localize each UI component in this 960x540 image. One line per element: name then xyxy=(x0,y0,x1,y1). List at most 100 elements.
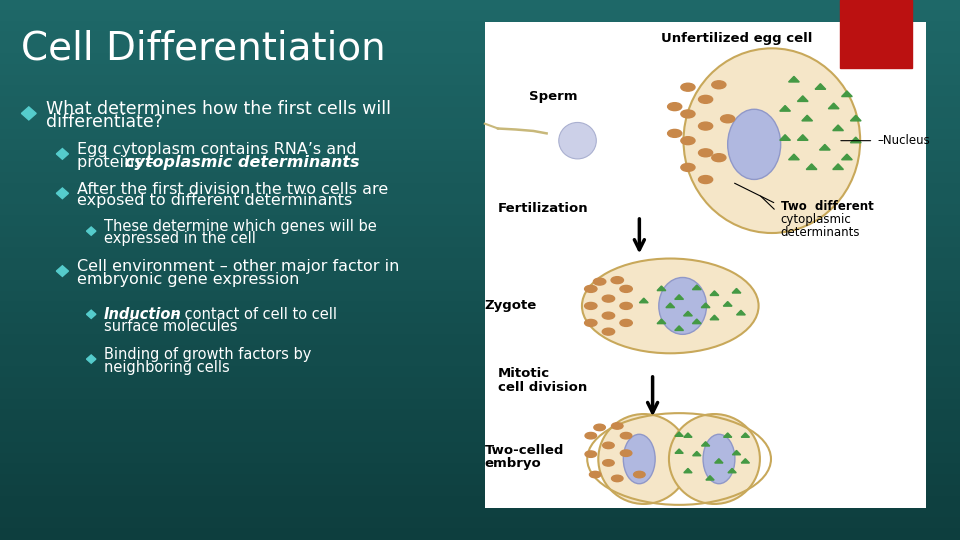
Polygon shape xyxy=(798,134,808,140)
Bar xyxy=(0,205,960,216)
Circle shape xyxy=(593,278,606,285)
Polygon shape xyxy=(798,96,808,102)
Bar xyxy=(0,486,960,497)
Polygon shape xyxy=(675,326,684,330)
Bar xyxy=(0,497,960,508)
Text: Egg cytoplasm contains RNA’s and: Egg cytoplasm contains RNA’s and xyxy=(77,142,356,157)
Polygon shape xyxy=(710,291,719,295)
Polygon shape xyxy=(780,134,790,140)
Polygon shape xyxy=(639,298,648,303)
Text: Unfertilized egg cell: Unfertilized egg cell xyxy=(660,32,812,45)
Text: embryonic gene expression: embryonic gene expression xyxy=(77,272,300,287)
Polygon shape xyxy=(675,432,684,436)
Bar xyxy=(0,162,960,173)
Polygon shape xyxy=(657,286,666,291)
Polygon shape xyxy=(788,76,800,82)
Bar xyxy=(0,54,960,65)
Polygon shape xyxy=(706,476,714,480)
Text: What determines how the first cells will: What determines how the first cells will xyxy=(46,100,391,118)
Bar xyxy=(0,529,960,540)
Text: –Nucleus: –Nucleus xyxy=(877,134,930,147)
Polygon shape xyxy=(701,303,710,308)
Circle shape xyxy=(602,312,614,319)
Bar xyxy=(0,410,960,421)
Circle shape xyxy=(585,433,596,439)
Circle shape xyxy=(585,451,596,457)
Polygon shape xyxy=(723,301,732,306)
Circle shape xyxy=(620,433,632,439)
Polygon shape xyxy=(21,107,36,120)
Bar xyxy=(0,194,960,205)
Polygon shape xyxy=(57,148,68,159)
Circle shape xyxy=(612,423,623,429)
Polygon shape xyxy=(832,164,844,170)
Bar xyxy=(0,130,960,140)
Bar xyxy=(0,367,960,378)
Bar xyxy=(0,65,960,76)
Bar xyxy=(0,400,960,410)
Bar xyxy=(0,259,960,270)
Bar xyxy=(0,76,960,86)
Circle shape xyxy=(603,442,614,449)
Bar xyxy=(0,43,960,54)
Text: Induction: Induction xyxy=(104,307,181,322)
Bar xyxy=(840,0,912,68)
Polygon shape xyxy=(702,442,709,446)
Bar xyxy=(0,0,960,11)
Bar xyxy=(0,443,960,454)
Polygon shape xyxy=(675,295,684,299)
Circle shape xyxy=(699,176,712,184)
Polygon shape xyxy=(802,115,812,121)
Circle shape xyxy=(620,450,632,456)
Polygon shape xyxy=(851,137,861,143)
Bar xyxy=(0,356,960,367)
Polygon shape xyxy=(684,433,692,437)
Circle shape xyxy=(585,286,597,292)
Text: Zygote: Zygote xyxy=(485,299,537,313)
Bar xyxy=(0,140,960,151)
Circle shape xyxy=(711,81,726,89)
Circle shape xyxy=(620,302,633,309)
Circle shape xyxy=(603,460,614,466)
Polygon shape xyxy=(741,458,750,463)
Text: cytoplasmic determinants: cytoplasmic determinants xyxy=(125,154,359,170)
Polygon shape xyxy=(692,285,701,289)
Circle shape xyxy=(721,115,734,123)
Bar xyxy=(0,248,960,259)
Bar xyxy=(0,238,960,248)
Polygon shape xyxy=(666,303,675,308)
Polygon shape xyxy=(86,310,96,319)
Polygon shape xyxy=(724,433,732,437)
Polygon shape xyxy=(692,451,701,456)
Text: neighboring cells: neighboring cells xyxy=(104,360,229,375)
Polygon shape xyxy=(815,84,826,89)
Circle shape xyxy=(699,96,712,103)
Polygon shape xyxy=(741,433,750,437)
Bar xyxy=(0,108,960,119)
Bar xyxy=(0,508,960,518)
Circle shape xyxy=(667,103,682,111)
Bar xyxy=(0,324,960,335)
Circle shape xyxy=(681,83,695,91)
Bar xyxy=(0,22,960,32)
Polygon shape xyxy=(657,319,666,323)
Circle shape xyxy=(589,471,601,478)
Circle shape xyxy=(612,276,623,284)
Circle shape xyxy=(594,424,606,430)
Polygon shape xyxy=(832,125,844,131)
Text: Cell Differentiation: Cell Differentiation xyxy=(21,30,386,68)
Polygon shape xyxy=(732,450,741,455)
Text: Mitotic: Mitotic xyxy=(498,367,550,381)
Polygon shape xyxy=(828,103,839,109)
Circle shape xyxy=(620,286,633,292)
Bar xyxy=(0,378,960,389)
Circle shape xyxy=(612,475,623,482)
Bar xyxy=(0,292,960,302)
Bar xyxy=(0,184,960,194)
Ellipse shape xyxy=(559,123,596,159)
Text: cell division: cell division xyxy=(498,381,588,394)
Ellipse shape xyxy=(623,434,655,484)
Circle shape xyxy=(699,122,712,130)
Text: – contact of cell to cell: – contact of cell to cell xyxy=(168,307,337,322)
Polygon shape xyxy=(57,266,68,276)
